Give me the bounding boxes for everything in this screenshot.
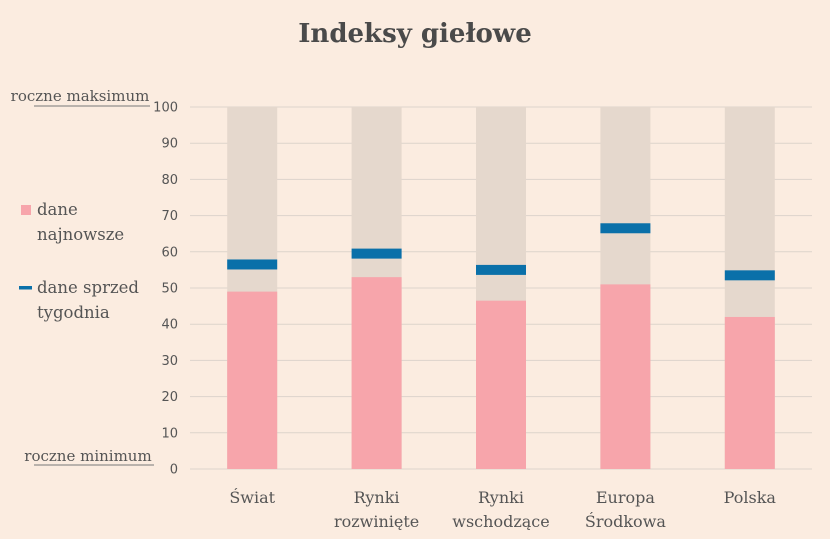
category-label-line: wschodzące	[452, 512, 549, 531]
category-label: Rynki wschodzące	[452, 488, 549, 531]
category-label-line: rozwinięte	[334, 512, 419, 531]
annual-min-label: roczne minimum	[24, 447, 151, 465]
category-label-line: Europa	[596, 488, 656, 507]
legend-week-ago-line-2: tygodnia	[37, 303, 110, 322]
y-tick-label: 0	[170, 463, 178, 478]
legend-latest-label: dane najnowsze	[37, 200, 124, 244]
latest-bar	[600, 284, 651, 469]
y-tick-label: 10	[161, 426, 178, 441]
week-ago-marker	[724, 270, 775, 281]
y-tick-label: 100	[153, 101, 178, 116]
category-labels: Świat Rynki rozwinięte Rynki wschodzące Europ…	[229, 487, 776, 531]
y-tick-label: 80	[161, 173, 178, 188]
week-ago-marker	[227, 259, 278, 270]
category-label-line: Świat	[229, 487, 275, 507]
y-axis-ticks: 0 10 20 30 40 50 60 70 80 90 100	[153, 101, 178, 478]
legend-week-ago-line-1: dane sprzed	[37, 278, 139, 297]
y-tick-label: 40	[161, 318, 178, 333]
week-ago-marker	[600, 223, 651, 234]
legend-latest-line-1: dane	[37, 200, 78, 219]
y-tick-label: 60	[161, 245, 178, 260]
legend: dane najnowsze dane sprzed tygodnia	[19, 200, 144, 322]
category-label: Rynki rozwinięte	[334, 488, 419, 531]
y-tick-label: 30	[161, 354, 178, 369]
category-label-line: Rynki	[354, 488, 400, 507]
week-ago-marker	[476, 264, 526, 275]
category-label-line: Środkowa	[585, 511, 667, 531]
latest-bar	[351, 277, 402, 469]
annual-max-label: roczne maksimum	[11, 87, 150, 105]
chart-title: Indeksy giełowe	[298, 19, 531, 49]
category-label: Świat	[229, 487, 275, 507]
legend-latest-swatch	[21, 205, 31, 215]
category-label: Polska	[724, 488, 777, 507]
week-ago-marker	[351, 248, 402, 259]
latest-bar	[724, 316, 775, 469]
category-label-line: Polska	[724, 488, 777, 507]
legend-latest-line-2: najnowsze	[37, 225, 124, 244]
y-tick-label: 70	[161, 209, 178, 224]
legend-week-ago-swatch	[19, 286, 32, 290]
category-label-line: Rynki	[478, 488, 524, 507]
latest-bar	[476, 300, 526, 469]
category-label: Europa Środkowa	[585, 488, 667, 531]
legend-week-ago-label: dane sprzed tygodnia	[37, 278, 144, 322]
y-tick-label: 90	[161, 137, 178, 152]
bars	[227, 107, 775, 469]
y-tick-label: 50	[161, 282, 178, 297]
y-tick-label: 20	[161, 390, 178, 405]
latest-bar	[227, 291, 278, 469]
